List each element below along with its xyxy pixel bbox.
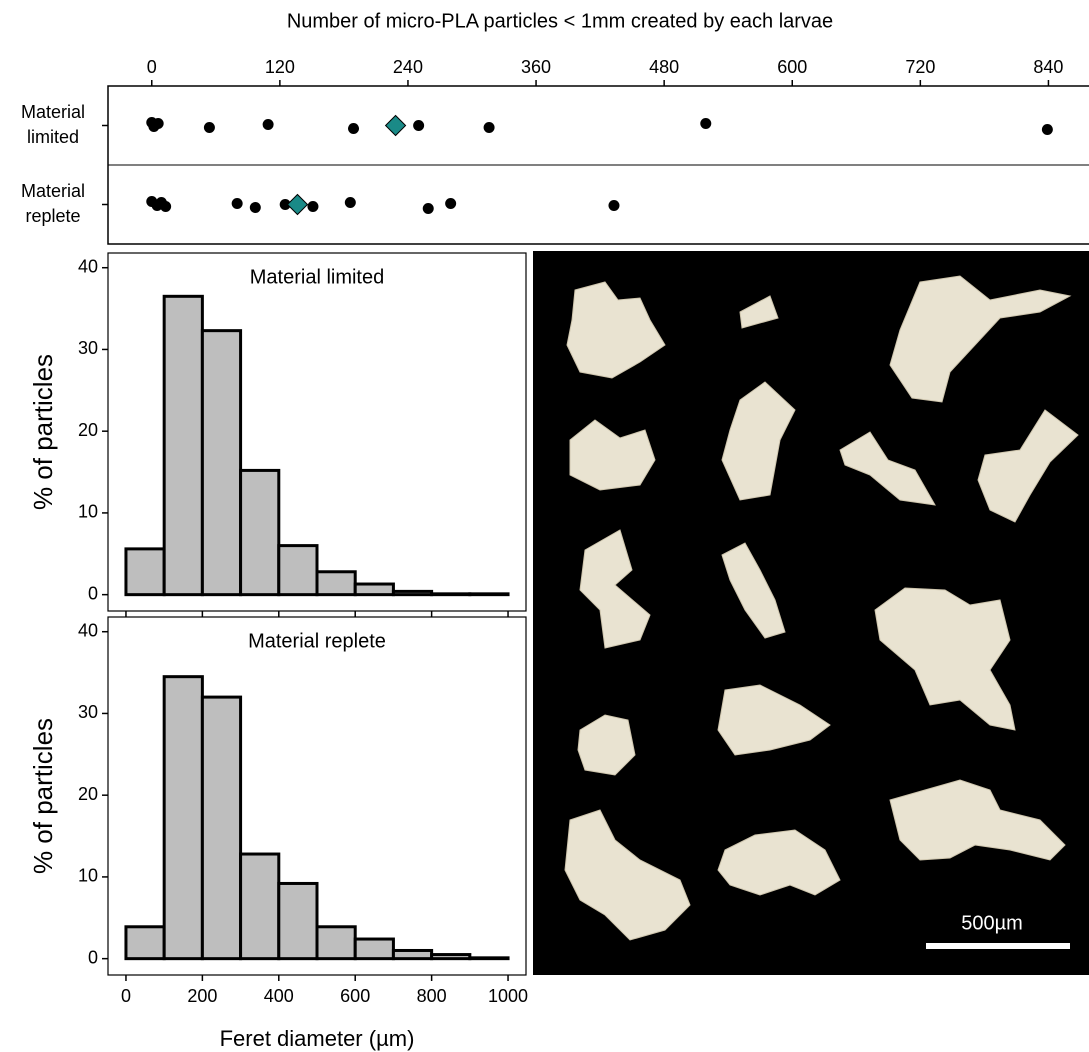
- x-tick-label: 0: [147, 57, 157, 77]
- point: [413, 120, 424, 131]
- x-tick-label: 800: [417, 986, 447, 1006]
- bar: [393, 950, 431, 958]
- bar: [393, 591, 431, 594]
- bar: [432, 955, 470, 959]
- x-tick-label: 480: [649, 57, 679, 77]
- bar: [202, 331, 240, 595]
- point: [484, 122, 495, 133]
- scale-bar: [926, 943, 1070, 949]
- x-tick-label: 360: [521, 57, 551, 77]
- point: [160, 201, 171, 212]
- bar: [202, 697, 240, 959]
- bar: [279, 883, 317, 958]
- y-tick-label: 30: [78, 702, 98, 722]
- bar: [355, 939, 393, 959]
- x-tick-label: 1000: [488, 986, 528, 1006]
- point: [1042, 124, 1053, 135]
- x-tick-label: 400: [264, 986, 294, 1006]
- y-tick-label: 20: [78, 784, 98, 804]
- y-tick-label: 40: [78, 620, 98, 640]
- mean-marker: [287, 195, 307, 215]
- y-tick-label: 10: [78, 502, 98, 522]
- mean-marker: [386, 116, 406, 136]
- bar: [241, 470, 279, 594]
- bar: [317, 927, 355, 959]
- bar: [164, 677, 202, 959]
- panel-title: Material limited: [250, 266, 384, 288]
- point: [250, 202, 261, 213]
- axis-title: Number of micro-PLA particles < 1mm crea…: [287, 10, 833, 32]
- point: [153, 118, 164, 129]
- y-tick-label: 0: [88, 947, 98, 967]
- point: [263, 119, 274, 130]
- bar: [470, 958, 508, 959]
- y-axis-label: % of particles: [28, 718, 58, 874]
- x-tick-label: 720: [905, 57, 935, 77]
- y-tick-label: 20: [78, 420, 98, 440]
- y-tick-label: 40: [78, 256, 98, 276]
- point: [445, 198, 456, 209]
- point: [608, 200, 619, 211]
- point: [204, 122, 215, 133]
- point: [348, 123, 359, 134]
- point: [307, 201, 318, 212]
- y-axis-label: % of particles: [28, 354, 58, 510]
- x-tick-label: 840: [1033, 57, 1063, 77]
- panel-title: Material replete: [248, 630, 386, 652]
- bar: [317, 572, 355, 595]
- y-tick-label: 0: [88, 583, 98, 603]
- x-tick-label: 0: [121, 986, 131, 1006]
- bar: [355, 584, 393, 595]
- bar: [432, 594, 470, 595]
- x-tick-label: 600: [777, 57, 807, 77]
- point: [423, 203, 434, 214]
- bar: [241, 854, 279, 959]
- figure: 500µm Number of micro-PLA particles < 1m…: [0, 0, 1089, 1052]
- bar: [164, 296, 202, 594]
- scale-bar-label: 500µm: [961, 912, 1023, 934]
- bar: [126, 927, 164, 959]
- bar: [279, 546, 317, 595]
- x-tick-label: 200: [187, 986, 217, 1006]
- point: [232, 198, 243, 209]
- point: [345, 197, 356, 208]
- bar: [470, 594, 508, 595]
- x-tick-label: 120: [265, 57, 295, 77]
- x-tick-label: 600: [340, 986, 370, 1006]
- bar: [126, 549, 164, 595]
- x-axis-label: Feret diameter (µm): [220, 1026, 415, 1051]
- x-tick-label: 240: [393, 57, 423, 77]
- point: [700, 118, 711, 129]
- y-tick-label: 30: [78, 338, 98, 358]
- y-tick-label: 10: [78, 866, 98, 886]
